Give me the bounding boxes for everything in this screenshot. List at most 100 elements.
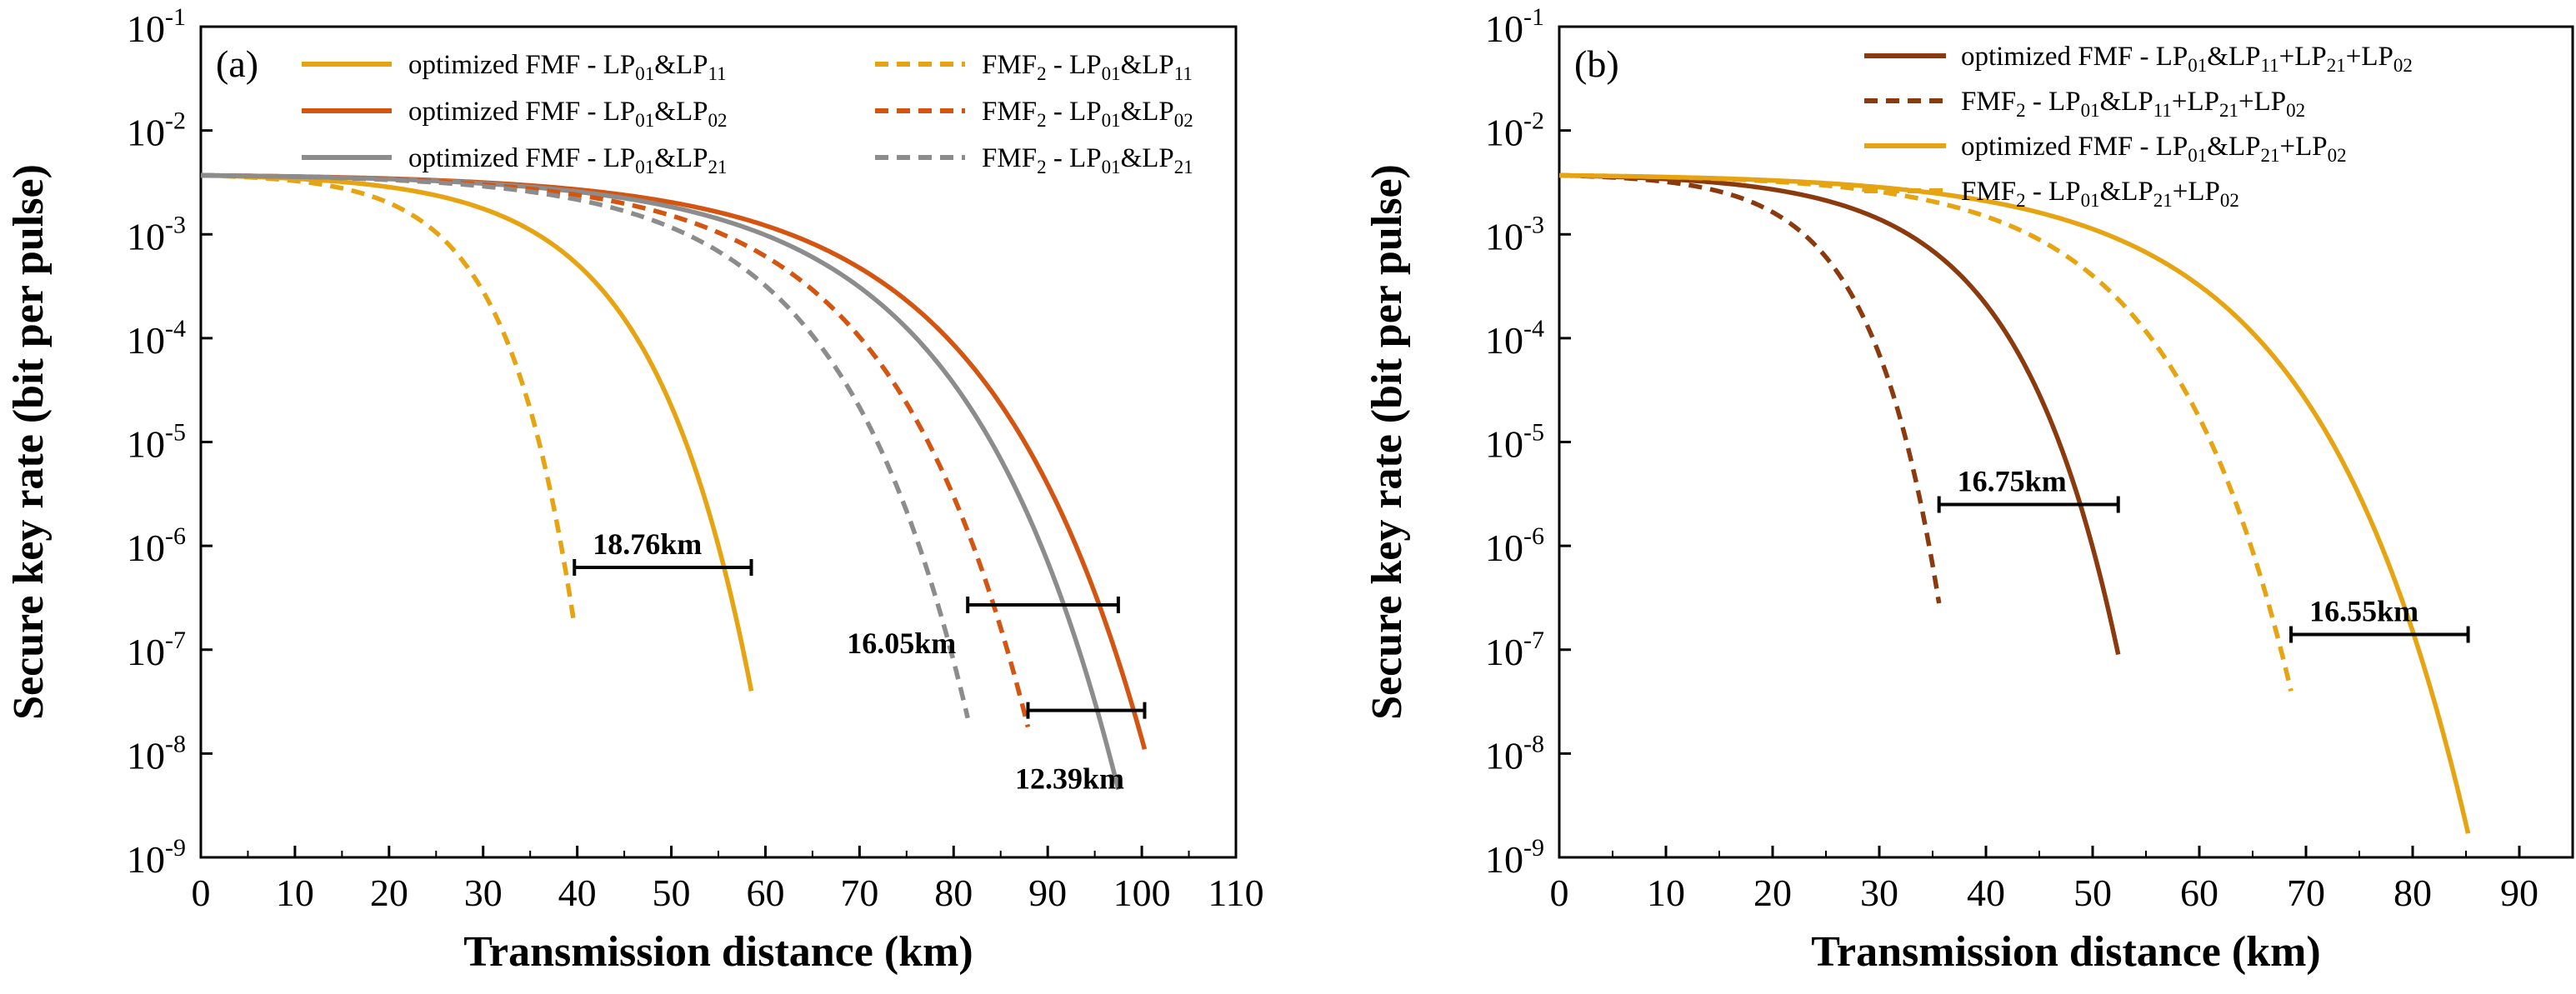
x-tick-label: 0 xyxy=(1550,872,1569,914)
y-tick-exponent: -9 xyxy=(1523,834,1544,862)
series-line-4 xyxy=(1558,172,2293,692)
x-tick-label: 70 xyxy=(840,872,878,914)
legend-text-part: FMF xyxy=(982,97,1037,127)
legend-subscript: 21 xyxy=(2260,145,2279,166)
x-tick-label: 60 xyxy=(2180,872,2218,914)
y-tick-exponent: -5 xyxy=(1523,419,1544,447)
legend-label: FMF2 - LP01&LP11 xyxy=(982,50,1193,84)
y-tick-label: 10-6 xyxy=(127,522,186,569)
y-tick-base: 10 xyxy=(127,423,165,466)
legend-subscript: 2 xyxy=(1037,110,1047,131)
y-tick-label: 10-7 xyxy=(1485,627,1544,673)
legend-text-part: &LP xyxy=(2207,132,2260,162)
y-tick-label: 10-5 xyxy=(127,419,186,466)
legend-label: FMF2 - LP01&LP02 xyxy=(982,97,1193,131)
legend-subscript: 21 xyxy=(708,157,727,177)
y-tick-label: 10-4 xyxy=(127,315,186,362)
series-line-3 xyxy=(1558,172,2471,834)
x-tick-label: 50 xyxy=(2073,872,2112,914)
legend-text-part: +LP xyxy=(2238,87,2286,117)
y-tick-label: 10-1 xyxy=(1485,3,1544,50)
y-tick-label: 10-3 xyxy=(127,211,186,257)
x-tick-label: 20 xyxy=(370,872,408,914)
y-tick-label: 10-5 xyxy=(1485,419,1544,466)
legend-subscript: 01 xyxy=(2081,190,2100,211)
y-tick-base: 10 xyxy=(127,319,165,362)
legend-text-part: optimized FMF - LP xyxy=(408,97,635,127)
annotation-label: 16.55km xyxy=(2309,595,2418,628)
y-tick-base: 10 xyxy=(127,734,165,777)
x-tick-label: 70 xyxy=(2287,872,2325,914)
y-tick-base: 10 xyxy=(1485,423,1523,466)
y-tick-exponent: -5 xyxy=(165,419,186,447)
y-tick-exponent: -8 xyxy=(1523,730,1544,757)
y-tick-exponent: -4 xyxy=(165,315,186,342)
x-tick-label: 40 xyxy=(1967,872,2005,914)
y-tick-exponent: -8 xyxy=(165,730,186,757)
legend-text-part: - LP xyxy=(1047,143,1102,173)
legend-subscript: 2 xyxy=(1037,63,1047,84)
legend-text-part: - LP xyxy=(1047,97,1102,127)
legend-label: optimized FMF - LP01&LP11+LP21+LP02 xyxy=(1961,42,2413,76)
legend-subscript: 01 xyxy=(1102,157,1121,177)
legend-subscript: 21 xyxy=(2153,190,2173,211)
legend-subscript: 01 xyxy=(1102,63,1121,84)
series-line-6 xyxy=(200,172,970,719)
legend-subscript: 01 xyxy=(635,110,654,131)
y-tick-label: 10-2 xyxy=(127,107,186,154)
legend-label: optimized FMF - LP01&LP21+LP02 xyxy=(1961,132,2347,166)
legend-subscript: 02 xyxy=(1174,110,1193,131)
legend-text-part: optimized FMF - LP xyxy=(408,50,635,80)
x-tick-label: 100 xyxy=(1113,872,1171,914)
legend-text-part: FMF xyxy=(1961,177,2016,207)
x-axis-label: Transmission distance (km) xyxy=(463,928,973,976)
x-tick-label: 10 xyxy=(276,872,314,914)
legend-text-part: &LP xyxy=(2100,87,2153,117)
y-tick-base: 10 xyxy=(1485,631,1523,673)
y-tick-exponent: -7 xyxy=(165,627,186,654)
legend-text-part: +LP xyxy=(2346,42,2393,72)
y-tick-base: 10 xyxy=(1485,215,1523,257)
y-tick-exponent: -2 xyxy=(1523,107,1544,135)
legend-text-part: +LP xyxy=(2172,87,2219,117)
legend-text-part: &LP xyxy=(654,97,708,127)
y-tick-base: 10 xyxy=(1485,7,1523,50)
y-tick-exponent: -1 xyxy=(165,3,186,31)
y-tick-label: 10-9 xyxy=(1485,834,1544,881)
legend-subscript: 11 xyxy=(2153,100,2172,121)
annotation-label: 12.39km xyxy=(1015,762,1124,796)
legend-text-part: - LP xyxy=(2026,177,2081,207)
y-tick-exponent: -6 xyxy=(165,522,186,550)
y-tick-base: 10 xyxy=(1485,734,1523,777)
y-tick-label: 10-1 xyxy=(127,3,186,50)
y-tick-exponent: -6 xyxy=(1523,522,1544,550)
y-tick-exponent: -9 xyxy=(165,834,186,862)
legend-subscript: 2 xyxy=(1037,157,1047,177)
x-tick-label: 90 xyxy=(2500,872,2538,914)
legend-subscript: 11 xyxy=(2260,55,2278,76)
legend-subscript: 01 xyxy=(635,157,654,177)
annotation-label: 18.76km xyxy=(593,527,702,561)
y-tick-base: 10 xyxy=(127,631,165,673)
legend-text-part: &LP xyxy=(2207,42,2260,72)
legend-text-part: FMF xyxy=(982,50,1037,80)
legend-label: FMF2 - LP01&LP11+LP21+LP02 xyxy=(1961,87,2305,121)
legend-text-part: - LP xyxy=(2026,87,2081,117)
legend-subscript: 2 xyxy=(2016,190,2026,211)
annotation-label: 16.75km xyxy=(1958,465,2067,498)
y-tick-label: 10-9 xyxy=(127,834,186,881)
legend-subscript: 01 xyxy=(2188,55,2207,76)
legend-label: FMF2 - LP01&LP21 xyxy=(982,143,1193,177)
y-tick-base: 10 xyxy=(127,527,165,569)
legend-subscript: 2 xyxy=(2016,100,2026,121)
y-tick-label: 10-8 xyxy=(127,730,186,777)
y-tick-base: 10 xyxy=(127,215,165,257)
panel-label: (b) xyxy=(1574,42,1619,85)
y-tick-base: 10 xyxy=(127,7,165,50)
legend-subscript: 01 xyxy=(2081,100,2100,121)
legend-text-part: FMF xyxy=(982,143,1037,173)
x-tick-label: 10 xyxy=(1647,872,1685,914)
y-tick-label: 10-6 xyxy=(1485,522,1544,569)
y-tick-base: 10 xyxy=(1485,112,1523,154)
